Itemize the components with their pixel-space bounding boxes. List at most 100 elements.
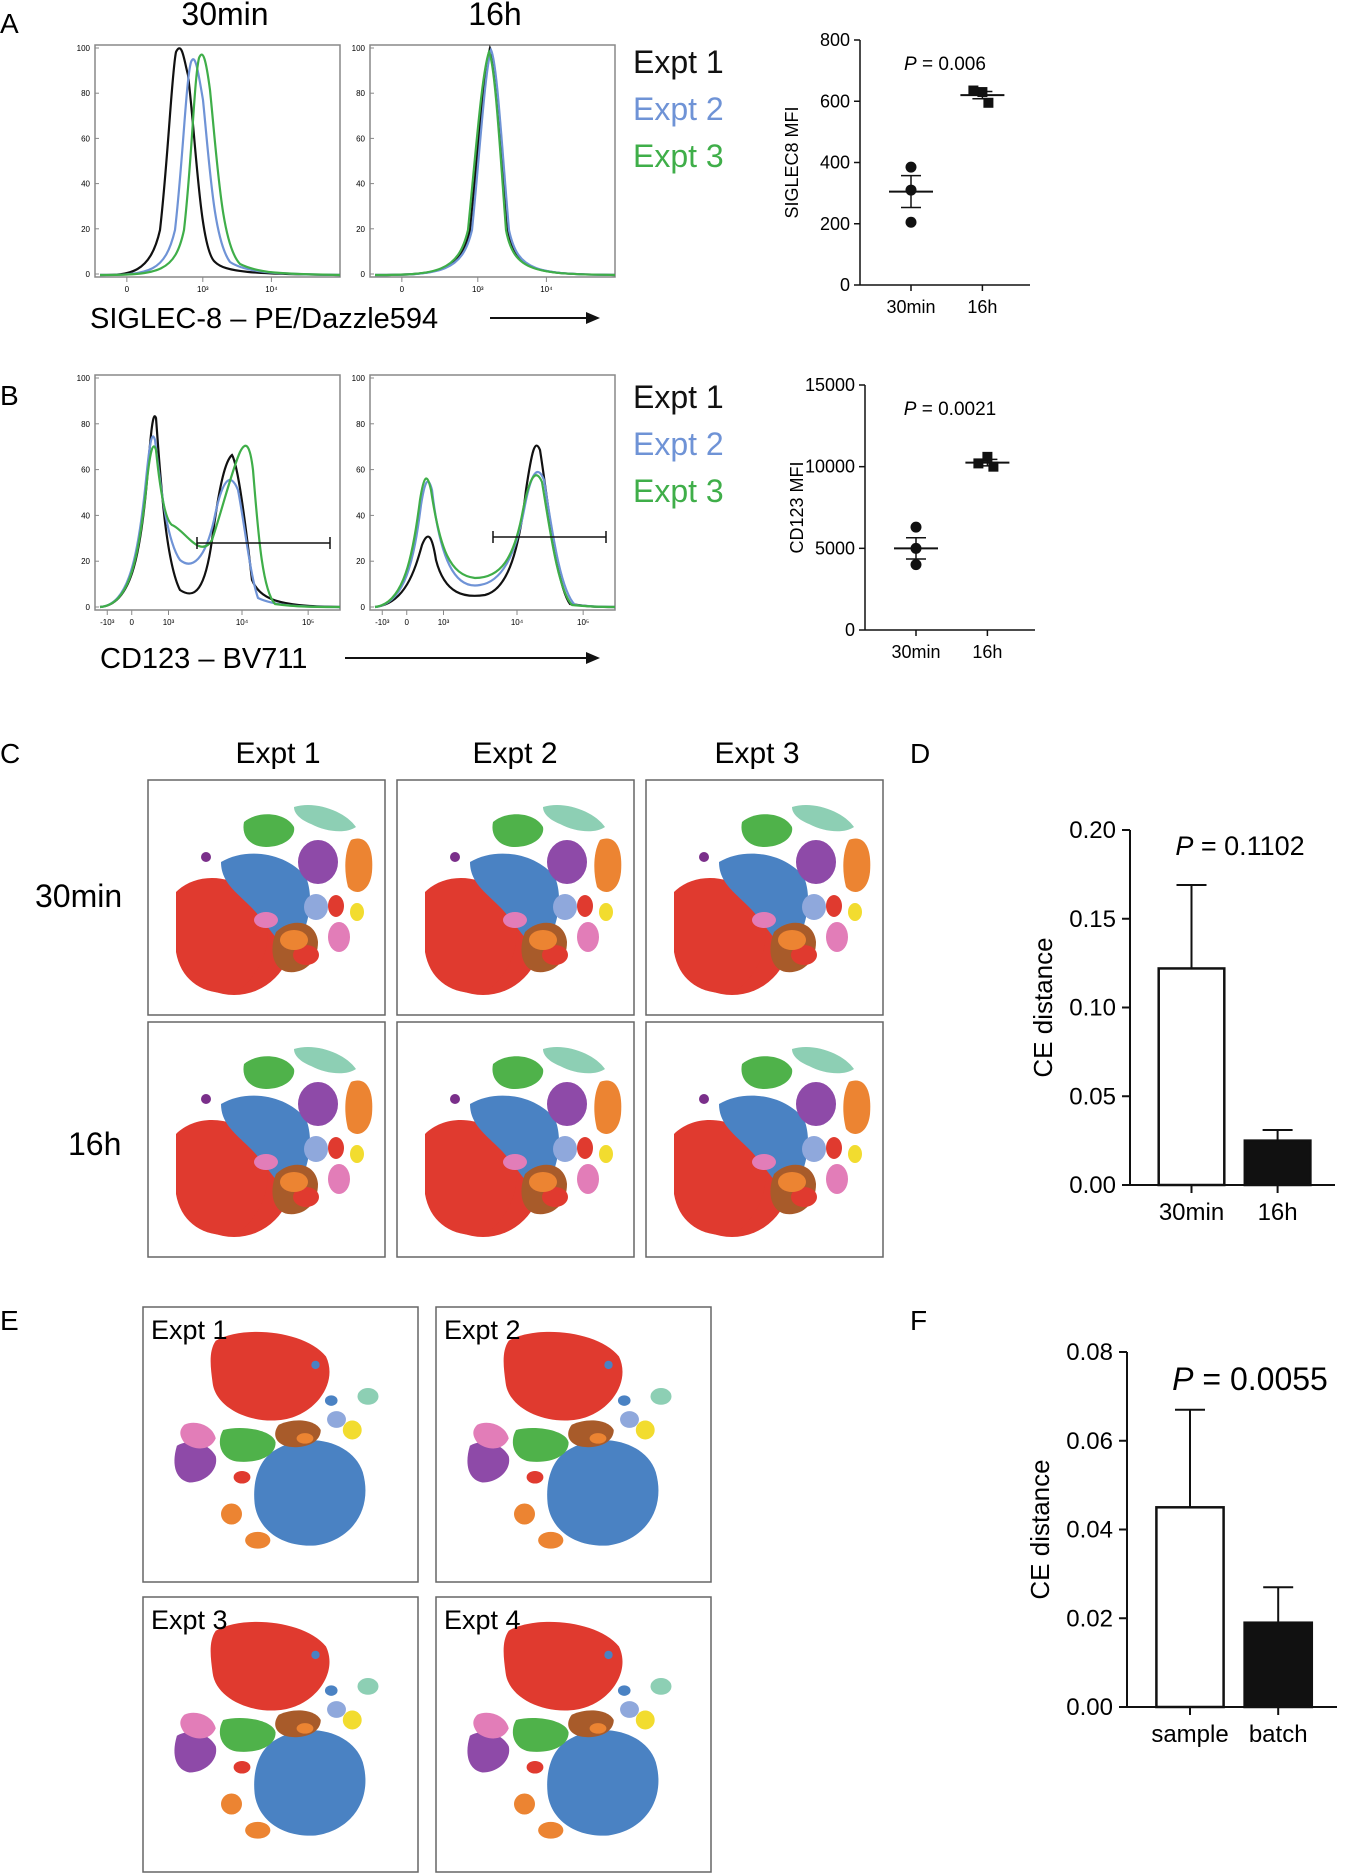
hist-line-expt1 [99,47,341,277]
y-tick-label: 0.20 [1069,817,1116,844]
hist-y-tick-label: 80 [81,89,90,98]
y-axis-label: SIGLEC8 MFI [782,106,802,218]
histogram-b-16h: 100 80 60 40 20 0 -10³ 0 10³ 10⁴ 10⁵ [352,374,616,627]
hist-x-tick-label: 10³ [472,285,484,294]
x-tick-label: batch [1249,1721,1308,1748]
data-point [910,559,922,571]
hist-x-tick-label: 10³ [197,285,209,294]
hist-line-expt1 [374,444,616,609]
bar [1243,1621,1314,1709]
hist-y-tick-label: 20 [356,225,365,234]
col-label-30min: 30min [181,0,268,32]
hist-y-tick-label: 60 [356,134,365,143]
histogram-b-30min: 100 80 60 40 20 0 -10³ 0 10³ 10⁴ 10⁵ [77,374,341,627]
hist-y-ticks: 100 80 60 40 20 0 [77,374,99,612]
tsne-plot: Expt 4 [435,1596,712,1873]
y-tick-label: 10000 [805,457,855,477]
p-symbol: P [904,399,917,420]
hist-frame [94,44,341,278]
arrow-head-icon [586,652,600,664]
hist-line-expt2 [99,435,341,609]
y-tick-label: 0.02 [1066,1605,1113,1632]
p-symbol: P [904,54,917,75]
tsne-plot [645,779,884,1016]
y-axis-label: CD123 MFI [787,461,807,553]
data-point [988,461,999,472]
panel-letter-b: B [0,380,19,411]
data-point [905,184,917,196]
data-point [910,542,922,554]
hist-x-tick-label: 0 [400,285,405,294]
data-point [905,161,917,173]
hist-x-ticks: 0 10³ 10⁴ [125,277,278,294]
y-tick-label: 0.10 [1069,995,1116,1022]
tsne-col-label: Expt 2 [472,737,557,770]
data-point [905,216,917,228]
panel-letter-e: E [0,1305,19,1336]
legend-expt1: Expt 1 [633,379,724,415]
panel-letter-f: F [910,1305,927,1336]
tsne-plot [147,779,386,1016]
hist-frame [369,374,616,611]
hist-line-expt2 [374,47,616,277]
tsne-row-label-16h: 16h [68,1126,121,1162]
hist-x-tick-label: 10⁴ [511,618,524,627]
p-value-text: = 0.0021 [916,399,996,420]
legend-expt3: Expt 3 [633,473,724,509]
x-tick-label: 16h [972,642,1002,662]
hist-y-tick-label: 20 [356,557,365,566]
hist-y-tick-label: 0 [361,603,366,612]
y-tick-label: 400 [820,153,850,173]
hist-y-tick-label: 40 [81,511,90,520]
bar [1243,1139,1312,1187]
hist-x-tick-label: 10⁵ [577,618,589,627]
hist-x-tick-label: -10³ [375,618,390,627]
p-value-annotation: P = 0.006 [904,54,986,75]
y-tick-label: 0 [840,275,850,295]
bar [1155,1506,1225,1709]
panel-letter-a: A [0,8,19,39]
tsne-grid-c [147,779,884,1258]
hist-y-tick-label: 60 [81,134,90,143]
p-symbol: P [1175,831,1193,861]
hist-y-tick-label: 60 [356,466,365,475]
panel-letter-c: C [0,738,20,769]
hist-y-ticks: 100 80 60 40 20 0 [77,44,99,279]
tsne-plot: Expt 3 [142,1596,419,1873]
hist-x-tick-label: 0 [405,618,410,627]
y-tick-label: 0.04 [1066,1517,1113,1544]
p-value-annotation: P = 0.1102 [1175,831,1304,861]
hist-y-tick-label: 80 [356,89,365,98]
y-tick-label: 600 [820,91,850,111]
tsne-label: Expt 2 [444,1315,521,1345]
hist-x-tick-label: 10⁴ [265,285,278,294]
hist-x-tick-label: -10³ [100,618,115,627]
hist-line-expt3 [99,53,341,277]
hist-line-expt1 [374,44,616,277]
histogram-a-30min: 100 80 60 40 20 0 0 10³ 10⁴ [77,44,341,294]
tsne-plot: Expt 2 [435,1306,712,1583]
hist-line-expt3 [374,49,616,277]
y-tick-label: 0.00 [1069,1172,1116,1199]
hist-y-tick-label: 40 [356,511,365,520]
tsne-label: Expt 4 [444,1605,521,1635]
y-axis-label: CE distance [1025,1459,1055,1599]
hist-x-tick-label: 10⁵ [302,618,314,627]
hist-x-ticks: 0 10³ 10⁴ [400,277,553,294]
hist-line-expt3 [374,474,616,609]
panel-letter-d: D [910,738,930,769]
x-tick-label: 30min [1159,1199,1224,1226]
hist-y-tick-label: 80 [81,420,90,429]
y-tick-label: 15000 [805,375,855,395]
legend-expt2: Expt 2 [633,91,724,127]
hist-y-tick-label: 100 [77,44,91,53]
col-label-16h: 16h [468,0,521,32]
data-point [968,85,979,96]
hist-y-tick-label: 0 [361,270,366,279]
scatter-chart-a: 0 200 400 600 800 30min 16h P = 0.006 SIGLEC8 MF… [782,30,1030,317]
x-tick-label: 16h [1258,1199,1298,1226]
y-tick-label: 0.00 [1066,1694,1113,1721]
tsne-label: Expt 1 [151,1315,228,1345]
hist-y-tick-label: 0 [86,603,91,612]
